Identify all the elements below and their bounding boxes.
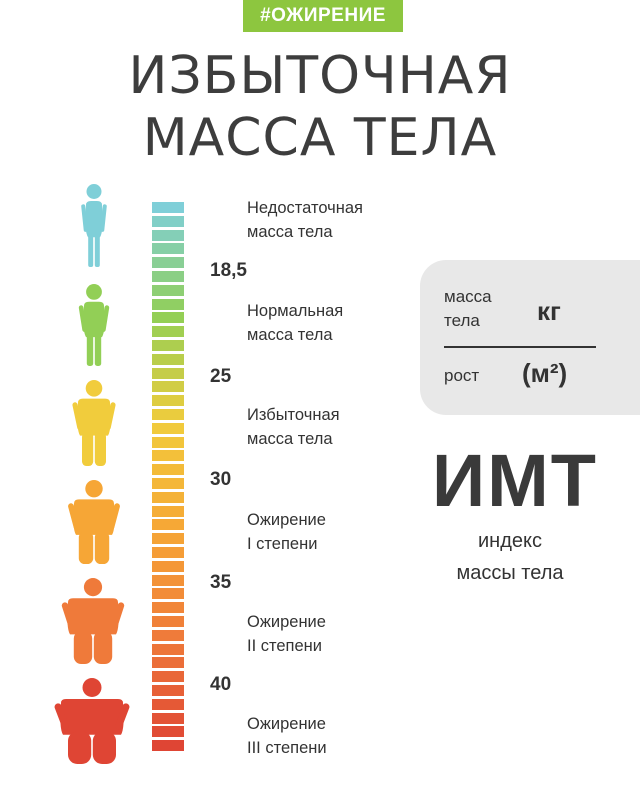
category-label-obesity-1: Ожирение I степени	[247, 511, 326, 553]
category-label-underweight: Недостаточная масса тела	[247, 199, 363, 241]
formula-denominator-label: рост	[444, 366, 480, 385]
scale-segment	[152, 353, 184, 365]
category-label-obesity-2: Ожирение II степени	[247, 613, 326, 655]
imt-subtitle-line-2: массы тела	[456, 562, 564, 584]
imt-abbreviation: ИМТ	[431, 439, 599, 522]
scale-segment	[152, 298, 184, 310]
threshold-40: 40	[210, 674, 232, 695]
title-line-2: МАССА ТЕЛА	[142, 108, 498, 168]
scale-segment	[152, 685, 184, 696]
scale-segment	[152, 478, 184, 489]
scale-segment	[152, 464, 184, 476]
scale-segment	[152, 643, 184, 655]
imt-subtitle-line-1: индекс	[478, 530, 542, 552]
scale-segment	[152, 533, 184, 545]
scale-segment	[152, 229, 184, 241]
scale-segment	[152, 202, 184, 213]
scale-segment	[152, 491, 184, 503]
formula-box	[420, 260, 640, 415]
threshold-30: 30	[210, 469, 232, 490]
scale-segment	[152, 574, 184, 586]
scale-segment	[152, 519, 184, 531]
scale-segment	[152, 326, 184, 338]
formula-denominator-unit: (м²)	[522, 358, 568, 388]
scale-segment	[152, 629, 184, 641]
formula-divider	[444, 346, 596, 348]
scale-segment	[152, 395, 184, 407]
body-figures	[54, 184, 130, 764]
scale-segment	[152, 381, 184, 393]
scale-segment	[152, 271, 184, 282]
scale-segment	[152, 657, 184, 669]
person-icon-overweight	[72, 380, 116, 466]
person-icon-obesity-2	[61, 578, 125, 664]
threshold-18-5: 18,5	[210, 260, 247, 281]
scale-segment	[152, 312, 184, 324]
scale-segment	[152, 726, 184, 738]
threshold-35: 35	[210, 572, 232, 593]
scale-segment	[152, 257, 184, 269]
scale-segment	[152, 712, 184, 724]
scale-segment	[152, 588, 184, 600]
category-label-obesity-3: Ожирение III степени	[247, 715, 327, 757]
person-icon-underweight	[81, 184, 107, 267]
category-label-overweight: Избыточная масса тела	[247, 406, 340, 448]
scale-segment	[152, 505, 184, 517]
scale-segment	[152, 409, 184, 420]
scale-segment	[152, 340, 184, 351]
formula-numerator-unit: кг	[537, 296, 561, 326]
person-icon-obesity-3	[54, 678, 130, 764]
scale-segment	[152, 215, 184, 227]
scale-segment	[152, 560, 184, 572]
person-icon-obesity-1	[68, 480, 120, 564]
formula-numerator-label: масса тела	[444, 287, 492, 330]
scale-segment	[152, 422, 184, 434]
scale-segment	[152, 436, 184, 448]
scale-segment	[152, 602, 184, 614]
hashtag-badge: #ОЖИРЕНИЕ	[243, 0, 403, 32]
category-label-normal: Нормальная масса тела	[247, 302, 344, 344]
scale-segment	[152, 698, 184, 710]
scale-segment	[152, 284, 184, 296]
scale-segment	[152, 671, 184, 683]
bmi-color-scale	[152, 0, 184, 800]
scale-segment	[152, 547, 184, 558]
scale-segment	[152, 740, 184, 752]
title-line-1: ИЗБЫТОЧНАЯ	[128, 46, 512, 106]
scale-segment	[152, 243, 184, 255]
scale-segment	[152, 450, 184, 462]
scale-segment	[152, 616, 184, 627]
person-icon-normal	[78, 284, 110, 366]
threshold-25: 25	[210, 366, 232, 387]
scale-segment	[152, 367, 184, 379]
